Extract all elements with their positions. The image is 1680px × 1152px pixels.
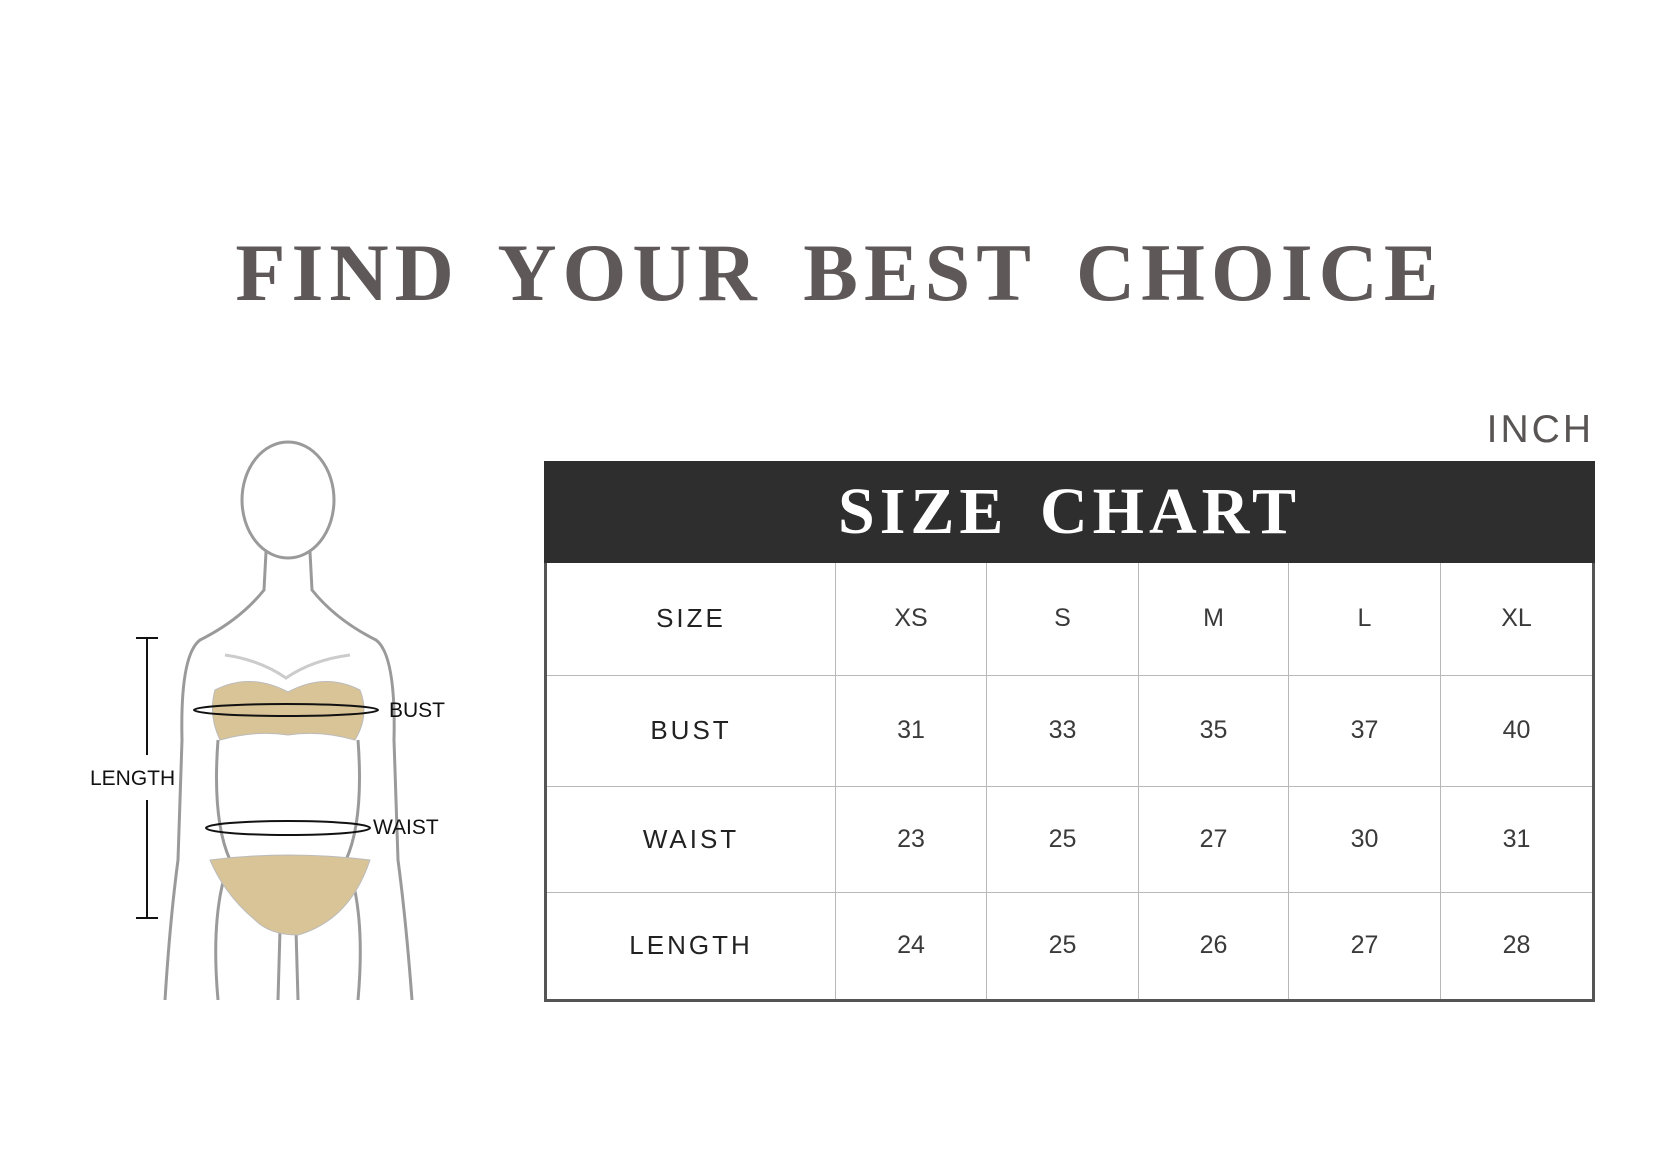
- row-label: BUST: [545, 674, 836, 787]
- unit-label: INCH: [1486, 408, 1594, 451]
- table-cell: 23: [835, 785, 987, 893]
- waist-label: WAIST: [373, 816, 439, 839]
- table-cell: 31: [1440, 785, 1594, 893]
- table-row: BUST 31 33 35 37 40: [545, 674, 1594, 787]
- bust-label: BUST: [389, 699, 446, 722]
- column-header: S: [986, 563, 1139, 676]
- table-cell: 25: [986, 785, 1139, 893]
- size-chart: SIZE CHART SIZE XS S M L XL BUST 31 33 3…: [544, 461, 1595, 1002]
- column-header: L: [1288, 563, 1441, 676]
- column-header: XL: [1440, 563, 1594, 676]
- column-header: SIZE: [545, 563, 836, 676]
- table-cell: 31: [835, 674, 987, 787]
- body-outline-illustration: [136, 440, 414, 1001]
- length-label: LENGTH: [90, 767, 176, 790]
- table-cell: 26: [1138, 891, 1289, 1001]
- table-cell: 30: [1288, 785, 1441, 893]
- size-table: SIZE XS S M L XL BUST 31 33 35 37 40 WAI…: [544, 563, 1595, 1002]
- table-cell: 40: [1440, 674, 1594, 787]
- column-header: M: [1138, 563, 1289, 676]
- table-cell: 25: [986, 891, 1139, 1001]
- table-header-row: SIZE XS S M L XL: [545, 563, 1594, 676]
- row-label: LENGTH: [545, 891, 836, 1001]
- table-cell: 33: [986, 674, 1139, 787]
- table-cell: 27: [1288, 891, 1441, 1001]
- table-row: LENGTH 24 25 26 27 28: [545, 891, 1594, 1001]
- page-title: FIND YOUR BEST CHOICE: [235, 227, 1445, 318]
- brief-shape: [209, 854, 371, 936]
- table-cell: 27: [1138, 785, 1289, 893]
- table-cell: 35: [1138, 674, 1289, 787]
- body-measurement-figure: BUST WAIST LENGTH: [40, 440, 480, 1010]
- table-cell: 24: [835, 891, 987, 1001]
- row-label: WAIST: [545, 785, 836, 893]
- table-cell: 37: [1288, 674, 1441, 787]
- table-row: WAIST 23 25 27 30 31: [545, 785, 1594, 893]
- table-cell: 28: [1440, 891, 1594, 1001]
- column-header: XS: [835, 563, 987, 676]
- bra-shape: [211, 681, 365, 741]
- size-chart-title: SIZE CHART: [544, 461, 1595, 563]
